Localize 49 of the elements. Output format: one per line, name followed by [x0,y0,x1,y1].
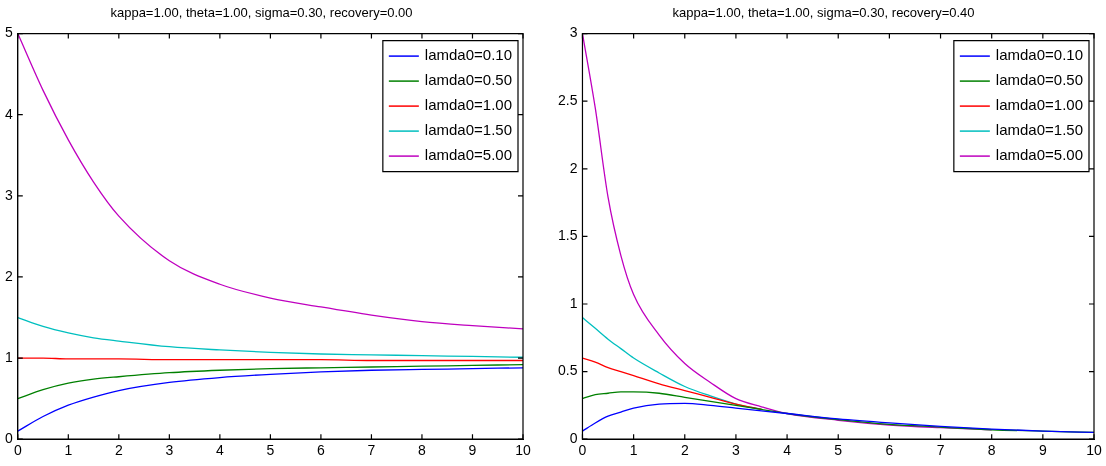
legend-label: lamda0=1.00 [424,96,513,114]
legend-label: lamda0=0.10 [424,46,513,64]
chart-title: kappa=1.00, theta=1.00, sigma=0.30, recovery=0.40 [672,5,975,21]
y-tick-label: 1.5 [557,227,578,244]
legend-label: lamda0=1.50 [995,121,1084,139]
x-tick-label: 5 [266,442,275,459]
x-tick-label: 1 [629,442,638,459]
y-tick-label: 3 [4,186,13,203]
line-series [17,33,523,330]
x-tick-label: 6 [317,442,326,459]
x-tick-label: 7 [936,442,945,459]
y-tick-label: 4 [4,105,13,122]
x-tick-label: 3 [165,442,174,459]
y-tick-label: 2 [569,159,578,176]
x-tick-label: 2 [680,442,689,459]
x-tick-label: 2 [114,442,123,459]
y-tick-label: 0 [569,430,578,447]
x-tick-label: 10 [515,442,531,459]
legend-label: lamda0=1.50 [424,121,513,139]
x-tick-label: 1 [64,442,73,459]
x-tick-label: 3 [732,442,741,459]
y-tick-label: 5 [4,24,13,41]
x-tick-label: 9 [468,442,477,459]
legend-label: lamda0=1.00 [995,96,1084,114]
y-tick-label: 0 [4,430,13,447]
chart-title: kappa=1.00, theta=1.00, sigma=0.30, recovery=0.00 [110,5,413,21]
y-tick-label: 2 [4,267,13,284]
y-tick-label: 2.5 [557,92,578,109]
x-tick-label: 5 [834,442,843,459]
y-tick-label: 3 [569,24,578,41]
y-tick-label: 1 [569,294,578,311]
x-tick-label: 10 [1086,442,1102,459]
legend-label: lamda0=5.00 [424,146,513,164]
x-tick-label: 4 [215,442,224,459]
y-tick-label: 0.5 [557,362,578,379]
line-series [17,363,523,400]
x-tick-label: 9 [1038,442,1047,459]
y-tick-label: 1 [4,348,13,365]
legend-label: lamda0=0.50 [995,71,1084,89]
x-tick-label: 4 [783,442,792,459]
legend-label: lamda0=0.50 [424,71,513,89]
legend-label: lamda0=0.10 [995,46,1084,64]
x-tick-label: 6 [885,442,894,459]
line-series [582,402,1094,434]
x-tick-label: 8 [987,442,996,459]
line-series [17,367,523,432]
x-tick-label: 7 [367,442,376,459]
legend-label: lamda0=5.00 [995,146,1084,164]
x-tick-label: 8 [418,442,427,459]
